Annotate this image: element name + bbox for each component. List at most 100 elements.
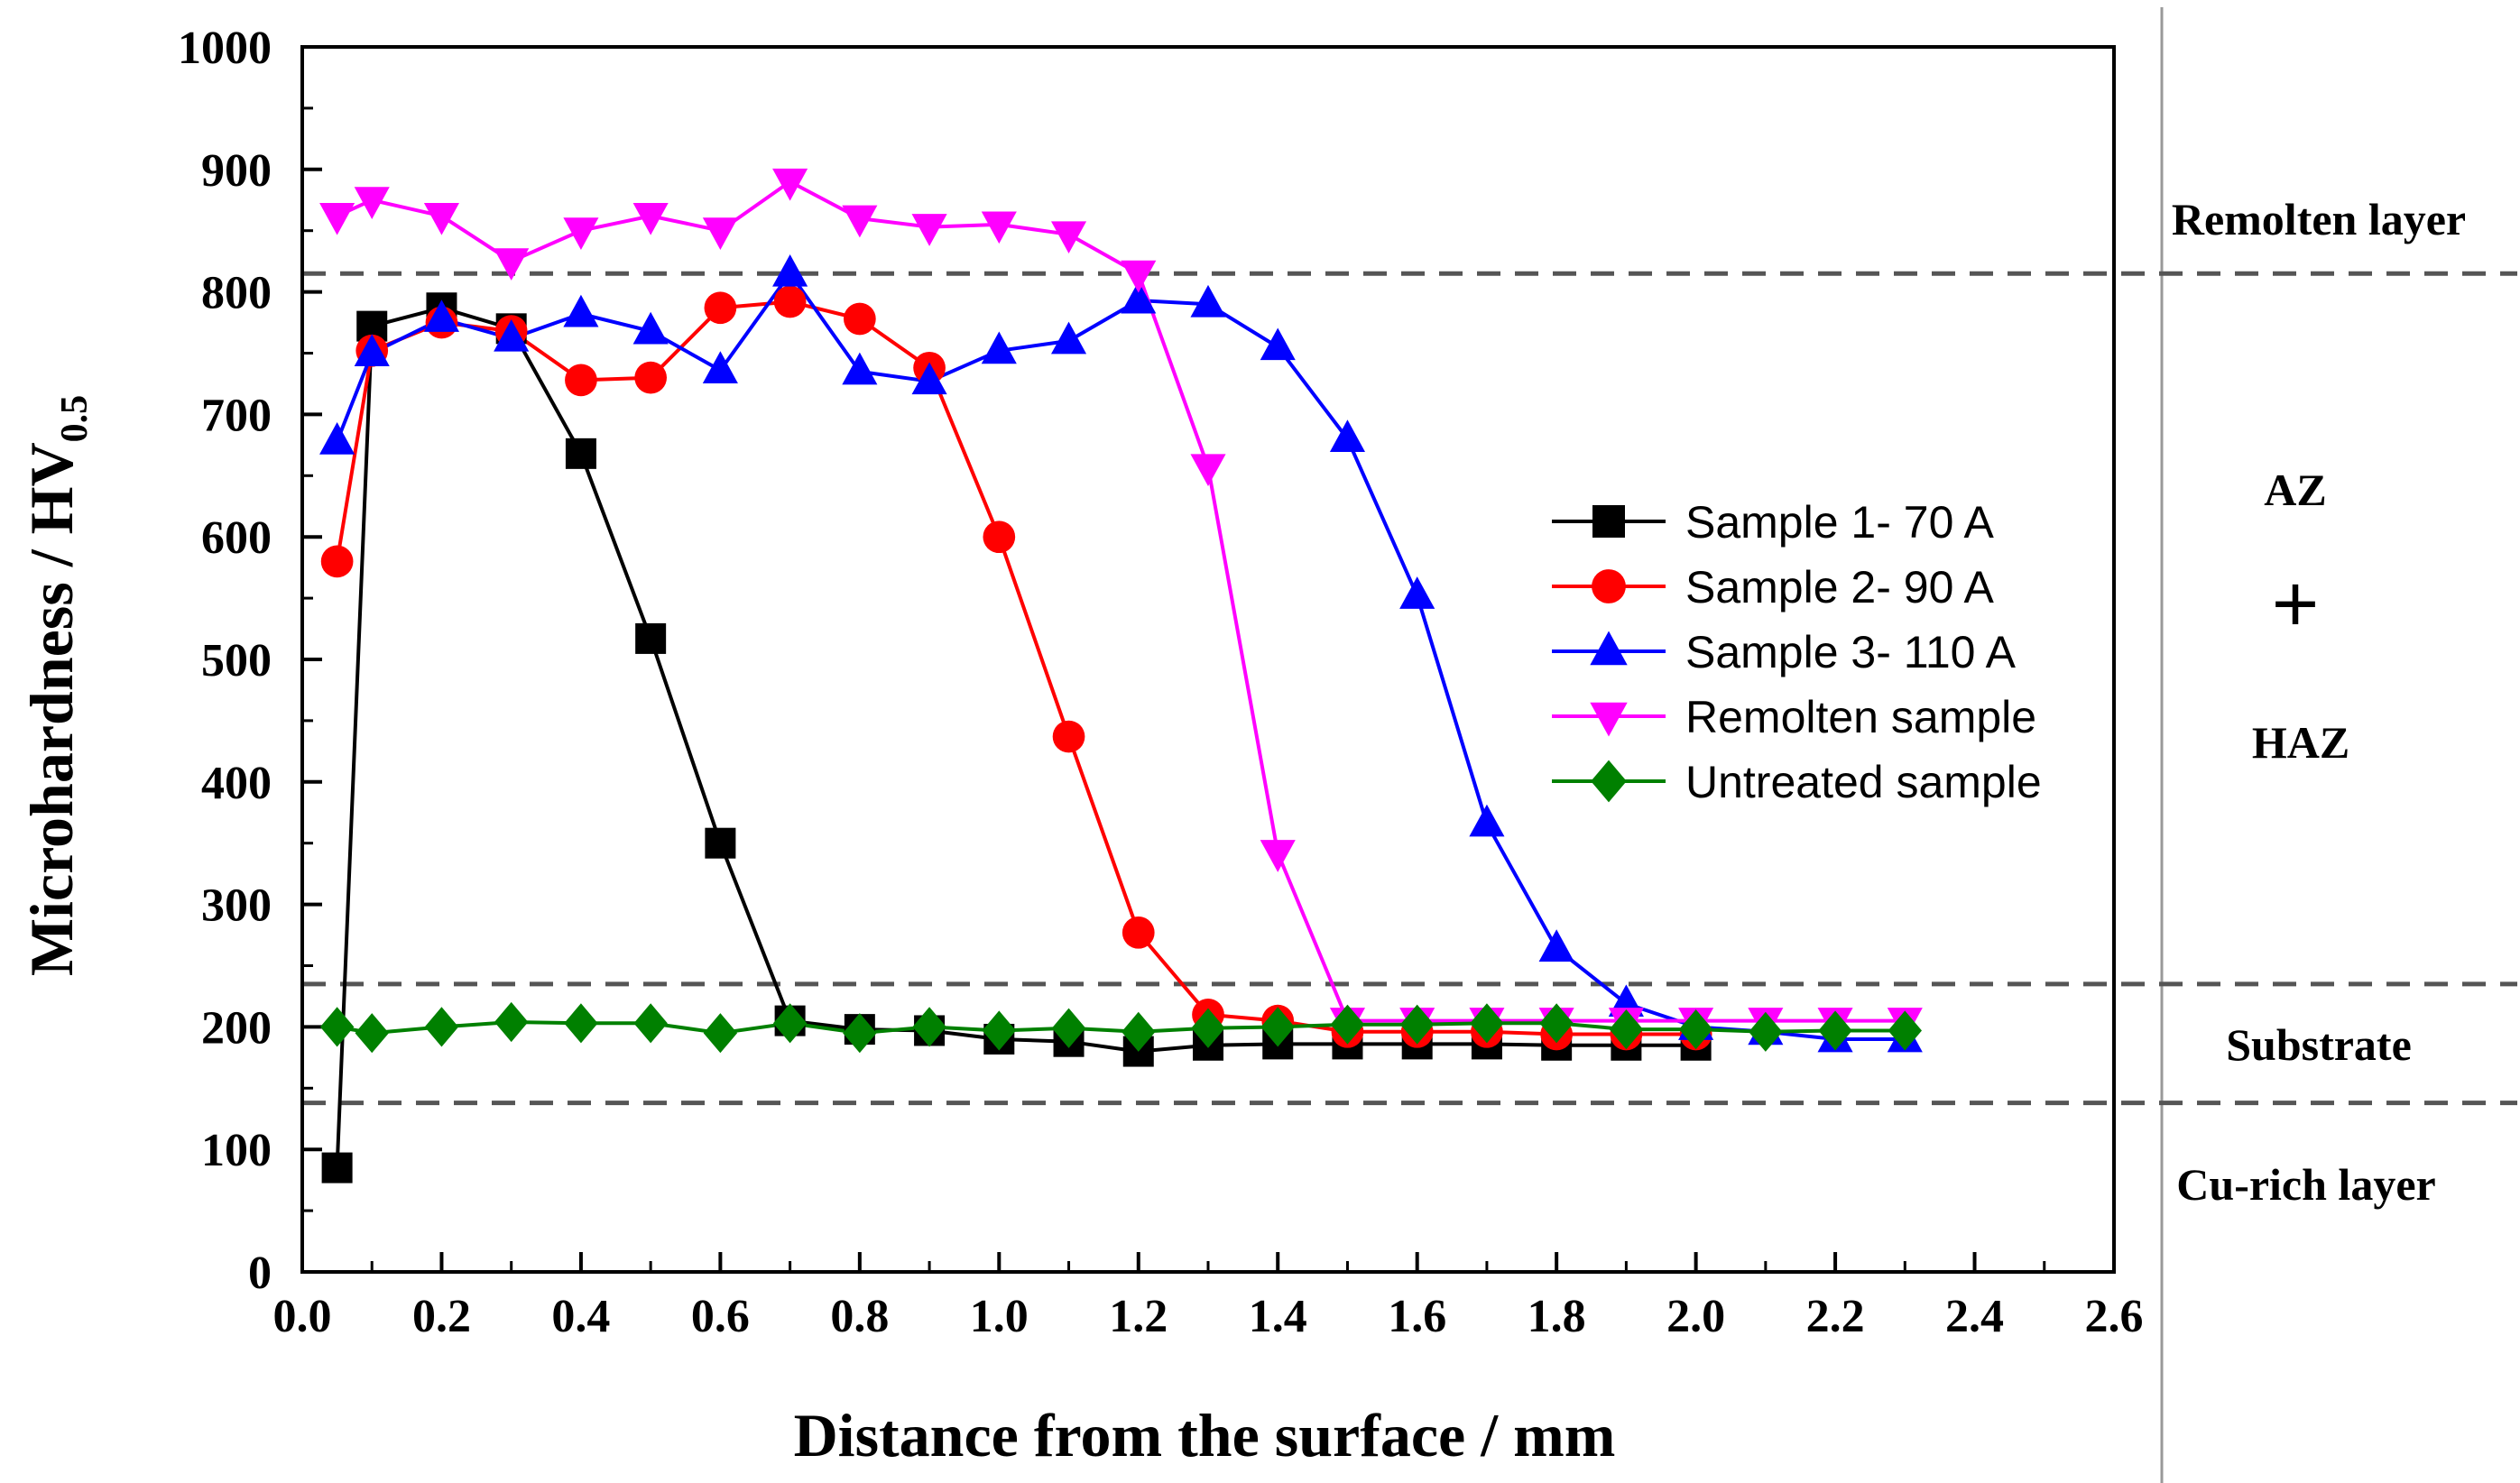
series-line-4 bbox=[336, 180, 1906, 1023]
data-point-series-3 bbox=[842, 352, 878, 385]
x-tick-label: 1.2 bbox=[1109, 1291, 1168, 1342]
y-axis-title-main: Microhardness / HV bbox=[17, 442, 86, 976]
data-point-series-4 bbox=[632, 202, 669, 235]
legend-label-1: Sample 1- 70 A bbox=[1685, 497, 1995, 548]
data-point-series-5 bbox=[1330, 1004, 1365, 1045]
data-point-series-2 bbox=[565, 364, 597, 397]
data-point-series-4 bbox=[842, 205, 878, 238]
data-point-series-2 bbox=[983, 520, 1016, 554]
data-point-series-1 bbox=[321, 1152, 353, 1184]
data-point-series-5 bbox=[633, 1003, 668, 1044]
x-tick-label: 2.6 bbox=[2085, 1291, 2144, 1342]
data-point-series-5 bbox=[843, 1013, 877, 1054]
zone-label-az: AZ bbox=[2264, 465, 2326, 515]
data-point-series-3 bbox=[319, 422, 355, 455]
data-point-series-4 bbox=[911, 214, 947, 246]
data-point-series-5 bbox=[1749, 1011, 1783, 1052]
data-point-series-3 bbox=[1399, 576, 1435, 609]
data-point-series-5 bbox=[424, 1007, 459, 1047]
data-point-series-5 bbox=[912, 1007, 946, 1047]
axes: 0.0 0.2 0.4 0.6 0.8 1.0 1.2 1.4 1.6 1.8 2.0 2.2 2.4 2… bbox=[178, 23, 2144, 1342]
legend-marker-4 bbox=[1590, 702, 1628, 737]
data-point-series-5 bbox=[772, 1003, 808, 1044]
data-point-series-5 bbox=[1818, 1010, 1852, 1051]
data-point-series-5 bbox=[1122, 1011, 1156, 1052]
y-axis-title: Microhardness / HV0.5 bbox=[17, 395, 96, 976]
x-tick-label: 2.4 bbox=[1945, 1291, 2004, 1342]
y-tick-label: 1000 bbox=[178, 23, 272, 74]
data-point-series-5 bbox=[1678, 1009, 1713, 1050]
y-tick-label: 800 bbox=[201, 268, 272, 319]
data-point-series-3 bbox=[1121, 281, 1157, 314]
data-point-series-5 bbox=[703, 1013, 738, 1054]
data-point-series-5 bbox=[564, 1003, 598, 1044]
data-point-series-4 bbox=[563, 217, 599, 250]
data-point-series-2 bbox=[1052, 720, 1085, 753]
legend-label-3: Sample 3- 110 A bbox=[1685, 627, 2017, 677]
data-point-series-3 bbox=[632, 311, 669, 345]
y-tick-label: 900 bbox=[201, 145, 272, 197]
y-tick-label: 700 bbox=[201, 390, 272, 441]
legend-marker-1 bbox=[1592, 505, 1625, 538]
zone-label-remolten: Remolten layer bbox=[2172, 194, 2466, 244]
y-tick-label: 200 bbox=[201, 1002, 272, 1054]
data-point-series-4 bbox=[354, 187, 390, 219]
legend-marker-5 bbox=[1591, 760, 1627, 803]
data-point-series-4 bbox=[1121, 260, 1157, 293]
y-tick-label: 0 bbox=[248, 1248, 272, 1299]
data-point-series-4 bbox=[1190, 454, 1226, 487]
zone-label-plus: + bbox=[2272, 559, 2320, 649]
y-tick-label: 600 bbox=[201, 512, 272, 564]
legend: Sample 1- 70 A Sample 2- 90 A Sample 3- 11… bbox=[1552, 497, 2042, 807]
x-tick-label: 1.4 bbox=[1249, 1291, 1307, 1342]
data-point-series-4 bbox=[1050, 221, 1087, 254]
x-tick-label: 2.0 bbox=[1666, 1291, 1725, 1342]
data-point-series-5 bbox=[1399, 1004, 1435, 1045]
data-point-series-5 bbox=[494, 1001, 529, 1043]
data-point-series-5 bbox=[1260, 1007, 1295, 1047]
data-point-series-5 bbox=[1539, 1003, 1574, 1044]
data-point-series-4 bbox=[319, 202, 355, 235]
data-point-series-1 bbox=[565, 438, 596, 469]
y-axis-title-subscript: 0.5 bbox=[54, 395, 96, 443]
legend-label-2: Sample 2- 90 A bbox=[1685, 562, 1995, 613]
data-point-series-4 bbox=[772, 168, 808, 201]
legend-label-5: Untreated sample bbox=[1685, 757, 2042, 807]
data-point-series-5 bbox=[1888, 1010, 1923, 1051]
data-point-series-2 bbox=[843, 302, 876, 336]
x-tick-label: 0.2 bbox=[412, 1291, 471, 1342]
data-point-series-3 bbox=[1329, 419, 1366, 453]
y-tick-label: 100 bbox=[201, 1125, 272, 1176]
zone-label-cu-rich: Cu-rich layer bbox=[2176, 1159, 2435, 1210]
data-point-series-3 bbox=[563, 294, 599, 327]
data-point-series-5 bbox=[982, 1010, 1017, 1051]
zone-label-substrate: Substrate bbox=[2226, 1019, 2412, 1070]
data-markers bbox=[319, 168, 1923, 1184]
data-point-series-3 bbox=[1538, 929, 1574, 962]
data-point-series-3 bbox=[1050, 321, 1087, 355]
x-tick-label: 1.6 bbox=[1388, 1291, 1446, 1342]
x-tick-label: 1.0 bbox=[970, 1291, 1029, 1342]
x-tick-label: 1.8 bbox=[1528, 1291, 1586, 1342]
data-point-series-5 bbox=[319, 1007, 355, 1047]
data-point-series-5 bbox=[355, 1013, 389, 1054]
reference-lines bbox=[302, 271, 2517, 1106]
data-point-series-4 bbox=[981, 211, 1017, 244]
data-point-series-3 bbox=[354, 334, 390, 366]
data-point-series-3 bbox=[1469, 804, 1505, 837]
data-point-series-2 bbox=[704, 291, 737, 325]
x-tick-label: 0.0 bbox=[273, 1291, 332, 1342]
x-tick-label: 0.6 bbox=[691, 1291, 750, 1342]
data-point-series-3 bbox=[772, 253, 808, 287]
legend-label-4: Remolten sample bbox=[1685, 692, 2036, 742]
data-point-series-2 bbox=[1122, 916, 1155, 949]
data-point-series-3 bbox=[423, 299, 460, 332]
data-point-series-3 bbox=[981, 331, 1017, 364]
x-axis-title: Distance from the surface / mm bbox=[794, 1401, 1616, 1469]
data-point-series-2 bbox=[773, 285, 807, 318]
data-point-series-3 bbox=[1260, 327, 1296, 361]
data-point-series-4 bbox=[423, 202, 460, 235]
data-point-series-1 bbox=[705, 827, 736, 859]
data-point-series-3 bbox=[1190, 284, 1226, 318]
data-point-series-3 bbox=[494, 318, 530, 352]
